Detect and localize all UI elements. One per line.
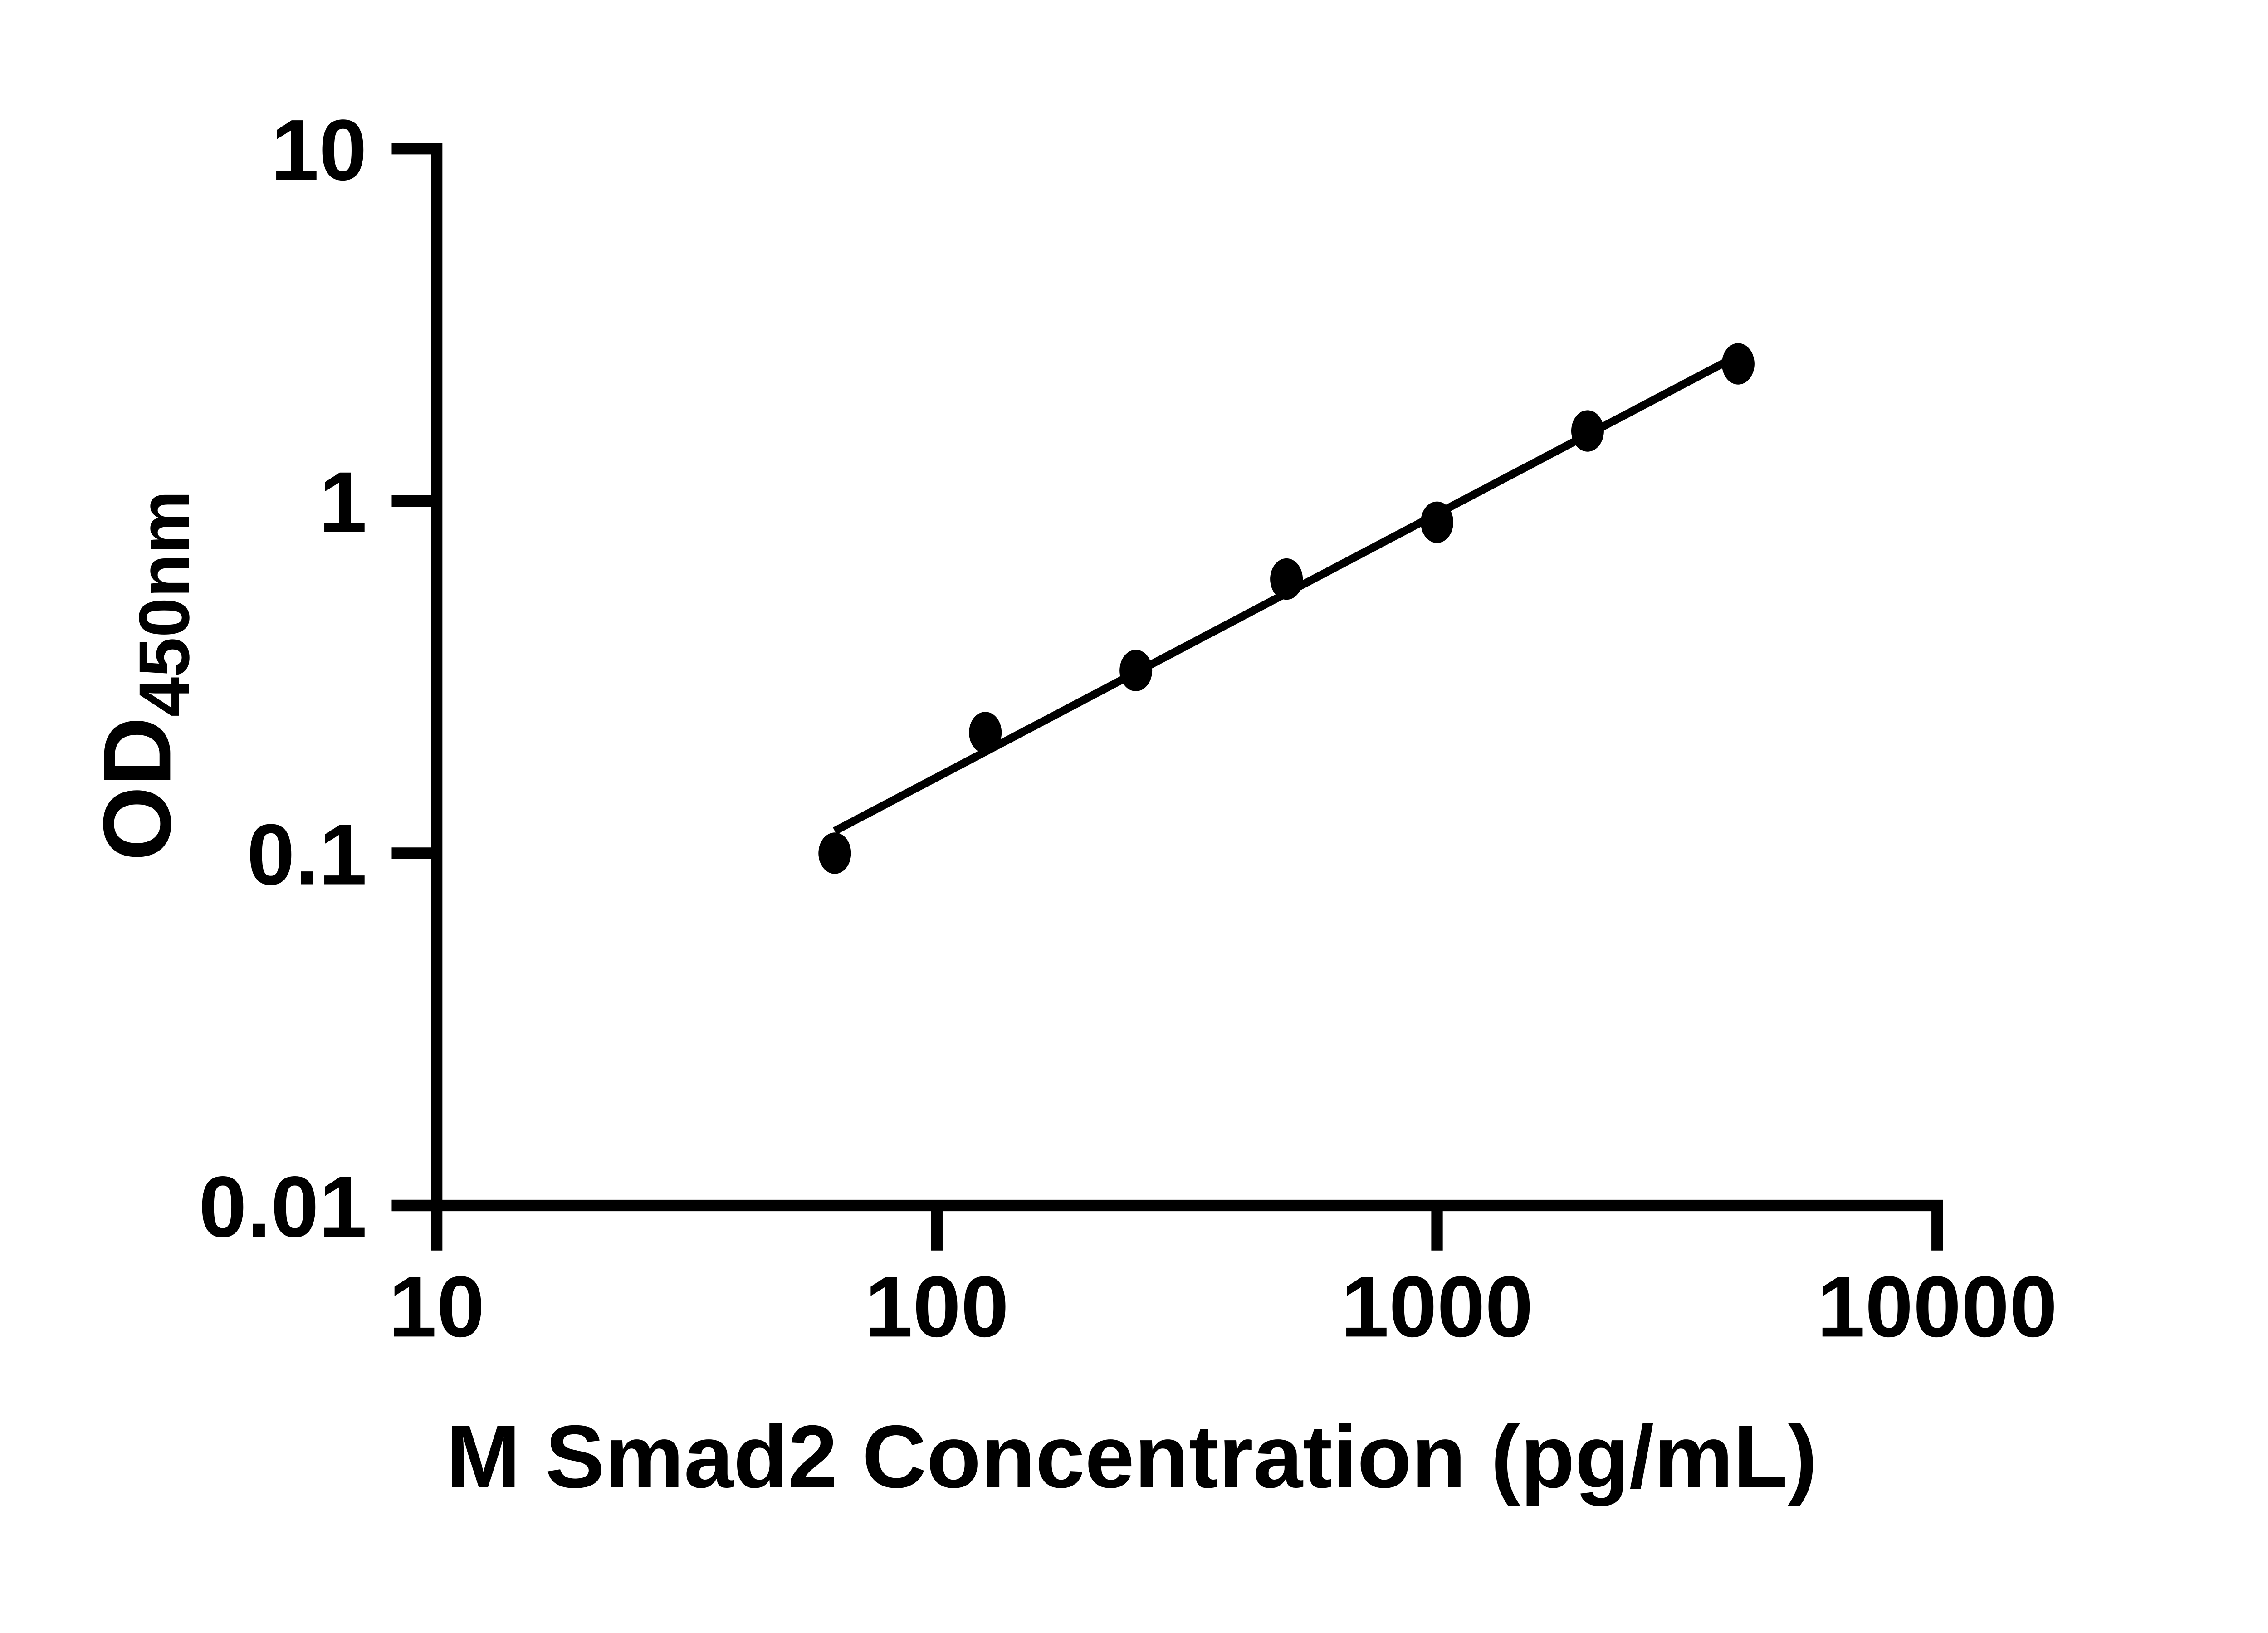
x-axis-tick-labels: 10 100 1000 10000 (389, 1258, 2058, 1355)
y-axis-title: OD450nm (83, 490, 204, 861)
y-axis-ticks (391, 143, 437, 1212)
x-tick-label: 10000 (1817, 1258, 2058, 1355)
data-point (1571, 410, 1604, 452)
data-point (1119, 650, 1153, 691)
y-tick-label: 0.01 (199, 1159, 367, 1255)
x-tick-label: 10 (389, 1258, 485, 1355)
y-axis-title-main: OD (83, 717, 191, 861)
x-axis-ticks (431, 1205, 1943, 1251)
y-tick-label: 1 (319, 454, 367, 551)
standard-curve-chart: 0.01 0.1 1 10 10 100 1000 10000 OD450nm M Smad… (0, 0, 2268, 1588)
data-point (969, 712, 1002, 753)
y-tick-label: 10 (271, 102, 367, 198)
data-point (1421, 501, 1454, 543)
data-series (818, 343, 1755, 874)
elisa-standard-curve-figure: 0.01 0.1 1 10 10 100 1000 10000 OD450nm M Smad… (0, 0, 2268, 1588)
data-point (818, 832, 851, 874)
x-tick-label: 100 (865, 1258, 1009, 1355)
x-tick-label: 1000 (1341, 1258, 1533, 1355)
y-axis-tick-labels: 0.01 0.1 1 10 (199, 102, 367, 1255)
x-axis-title: M Smad2 Concentration (pg/mL) (446, 1407, 1818, 1506)
y-tick-label: 0.1 (247, 807, 367, 903)
data-point (1270, 558, 1303, 600)
chart-background (0, 0, 2268, 1588)
y-axis-title-subscript: 450nm (124, 490, 204, 717)
data-point (1721, 343, 1755, 385)
